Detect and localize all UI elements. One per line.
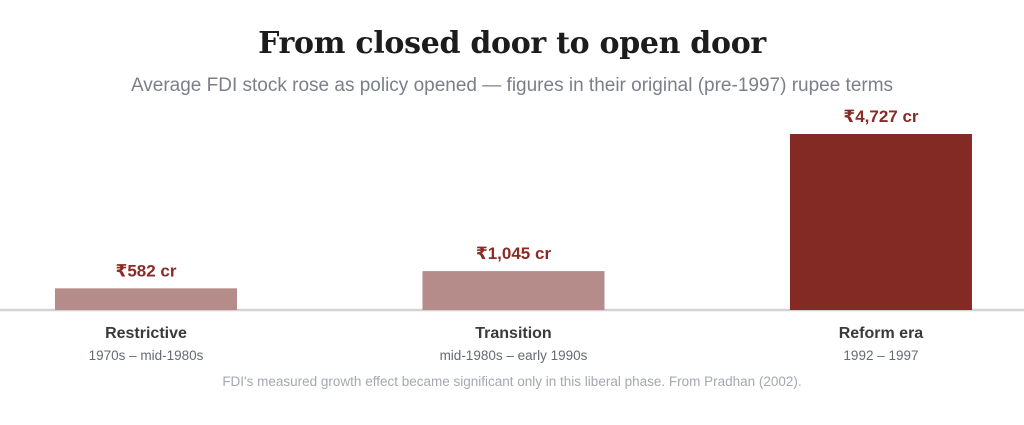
category-label: Reform era bbox=[839, 325, 924, 342]
chart-subtitle: Average FDI stock rose as policy opened … bbox=[130, 75, 894, 96]
period-label: mid-1980s – early 1990s bbox=[440, 348, 588, 363]
bar-reform-era bbox=[789, 134, 972, 310]
period-label: 1992 – 1997 bbox=[843, 348, 918, 363]
value-label: ₹582 cr bbox=[116, 261, 177, 280]
category-label: Restrictive bbox=[105, 325, 187, 342]
value-label: ₹1,045 cr bbox=[476, 244, 552, 263]
footnote: FDI's measured growth effect became sign… bbox=[222, 374, 802, 389]
chart-title: From closed door to open door bbox=[258, 26, 766, 61]
category-label: Transition bbox=[475, 325, 551, 342]
labels-layer: ₹582 cr Restrictive 1970s – mid-1980s ₹1,04… bbox=[89, 107, 924, 363]
period-label: 1970s – mid-1980s bbox=[89, 348, 204, 363]
value-label: ₹4,727 cr bbox=[843, 107, 919, 126]
bars-layer bbox=[0, 134, 1024, 312]
bar-transition bbox=[422, 271, 605, 310]
bar-restrictive bbox=[55, 288, 237, 310]
